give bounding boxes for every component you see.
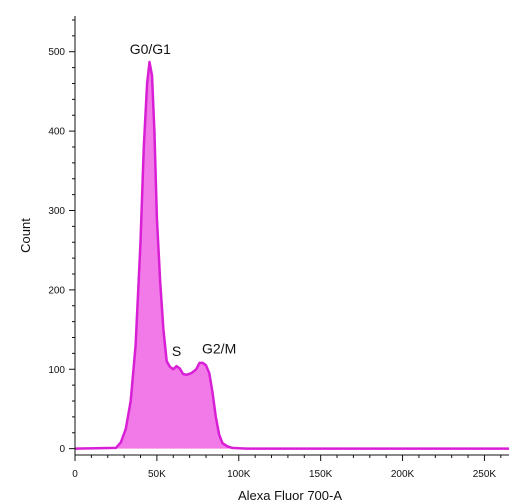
annotations: G0/G1 S G2/M <box>130 41 237 359</box>
y-axis-label: Count <box>18 218 33 253</box>
peak-annotation: G0/G1 <box>130 41 171 57</box>
x-axis-label: Alexa Fluor 700-A <box>238 488 342 503</box>
x-tick-label: 50K <box>148 469 166 480</box>
x-tick-label: 0 <box>72 469 78 480</box>
y-axis-ticks: 0 100 200 300 400 500 <box>48 19 75 455</box>
y-tick-label: 500 <box>48 47 65 58</box>
x-tick-label: 100K <box>227 469 251 480</box>
y-tick-label: 200 <box>48 285 65 296</box>
y-tick-label: 0 <box>59 444 65 455</box>
x-axis-ticks: 0 50K 100K 150K 200K 250K <box>72 455 502 480</box>
x-tick-label: 250K <box>473 469 497 480</box>
y-tick-label: 400 <box>48 127 65 138</box>
plot-area <box>74 60 509 450</box>
peak-annotation: G2/M <box>202 340 236 356</box>
y-tick-label: 100 <box>48 365 65 376</box>
histogram-outline <box>74 60 509 450</box>
x-tick-label: 150K <box>309 469 333 480</box>
x-tick-label: 200K <box>391 469 415 480</box>
y-tick-label: 300 <box>48 206 65 217</box>
peak-annotation: S <box>172 343 181 359</box>
